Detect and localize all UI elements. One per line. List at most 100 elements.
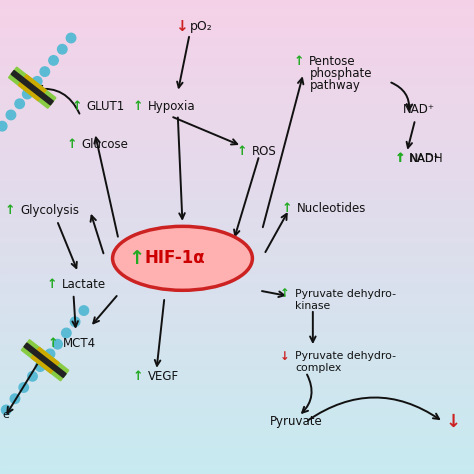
Circle shape <box>49 55 58 65</box>
Bar <box>0 244 474 246</box>
Bar <box>0 460 474 462</box>
Text: ↑: ↑ <box>394 152 404 165</box>
Circle shape <box>31 78 41 88</box>
Bar <box>0 386 474 389</box>
Bar <box>0 306 474 308</box>
Circle shape <box>36 362 45 371</box>
Circle shape <box>19 383 28 392</box>
Bar <box>0 52 474 55</box>
Bar <box>0 327 474 329</box>
Bar <box>0 448 474 450</box>
Text: ↑: ↑ <box>47 337 58 350</box>
Circle shape <box>28 372 37 381</box>
Bar <box>0 28 474 31</box>
Text: Pyruvate dehydro-: Pyruvate dehydro- <box>295 351 396 362</box>
Text: ↑: ↑ <box>5 204 15 218</box>
Bar <box>0 275 474 277</box>
Bar <box>0 62 474 64</box>
Bar <box>0 17 474 19</box>
Bar <box>0 261 474 263</box>
Bar <box>0 292 474 294</box>
Bar <box>0 12 474 14</box>
Bar <box>0 232 474 235</box>
Bar <box>0 199 474 201</box>
Bar <box>0 379 474 382</box>
Bar <box>0 434 474 436</box>
Bar <box>0 453 474 455</box>
Circle shape <box>36 360 46 370</box>
Bar <box>0 348 474 351</box>
Bar <box>0 265 474 268</box>
Bar <box>0 126 474 128</box>
Text: ↑: ↑ <box>71 100 82 113</box>
Bar <box>0 424 474 427</box>
Bar <box>0 339 474 341</box>
Bar <box>0 145 474 147</box>
Text: Hypoxia: Hypoxia <box>148 100 195 113</box>
Bar <box>0 403 474 405</box>
Circle shape <box>44 351 54 360</box>
Bar <box>0 2 474 5</box>
Bar <box>0 360 474 363</box>
Bar <box>0 268 474 270</box>
Bar <box>0 457 474 460</box>
Bar <box>0 164 474 166</box>
Text: Pentose: Pentose <box>309 55 356 68</box>
Bar <box>0 123 474 126</box>
Bar <box>0 161 474 164</box>
Bar <box>0 450 474 453</box>
Bar <box>0 242 474 244</box>
Bar <box>0 206 474 209</box>
Bar <box>0 83 474 85</box>
Bar <box>0 171 474 173</box>
Bar <box>0 313 474 315</box>
Bar <box>0 356 474 358</box>
Text: Glycolysis: Glycolysis <box>20 204 79 218</box>
Bar <box>0 441 474 443</box>
Bar <box>0 159 474 161</box>
Text: ROS: ROS <box>252 145 277 158</box>
Bar <box>0 384 474 386</box>
Bar <box>0 410 474 412</box>
Bar <box>18 75 46 100</box>
Bar <box>0 382 474 384</box>
Bar <box>0 7 474 9</box>
Bar <box>0 31 474 33</box>
Text: phosphate: phosphate <box>310 67 372 80</box>
Bar <box>0 90 474 92</box>
Bar <box>0 135 474 137</box>
Text: HIF-1α: HIF-1α <box>145 249 205 267</box>
Bar <box>0 334 474 337</box>
Bar <box>24 343 66 377</box>
Bar <box>0 341 474 344</box>
Bar <box>0 26 474 28</box>
Bar <box>0 38 474 40</box>
Bar <box>0 358 474 360</box>
Bar <box>31 347 59 373</box>
Text: ↓: ↓ <box>446 413 461 431</box>
Bar <box>0 308 474 310</box>
Bar <box>0 377 474 379</box>
Bar <box>0 282 474 284</box>
Text: ↑: ↑ <box>237 145 247 158</box>
Circle shape <box>70 317 80 327</box>
Circle shape <box>23 89 32 99</box>
Bar <box>0 246 474 249</box>
Bar <box>0 365 474 367</box>
Bar <box>0 270 474 273</box>
Bar <box>0 142 474 145</box>
Circle shape <box>45 349 55 359</box>
Text: GLUT1: GLUT1 <box>86 100 125 113</box>
Bar <box>0 408 474 410</box>
Text: pO₂: pO₂ <box>190 19 212 33</box>
Text: Nucleotides: Nucleotides <box>297 202 366 215</box>
Bar <box>0 465 474 467</box>
Bar <box>0 301 474 303</box>
Bar <box>0 114 474 116</box>
Bar <box>0 149 474 152</box>
Bar <box>0 211 474 213</box>
Bar <box>0 230 474 232</box>
Bar <box>0 320 474 322</box>
Bar <box>0 223 474 225</box>
Bar <box>0 66 474 69</box>
